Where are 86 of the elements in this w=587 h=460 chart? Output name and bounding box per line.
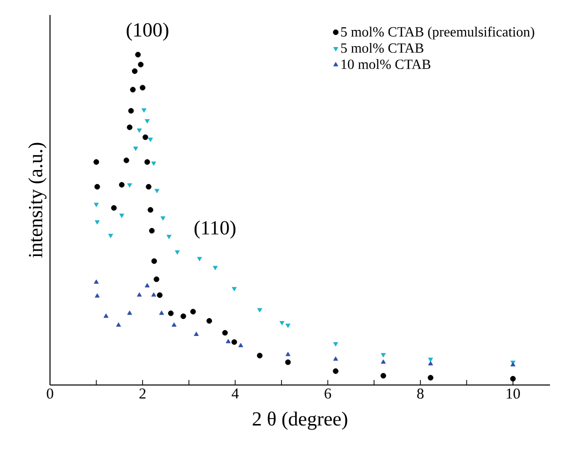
point	[126, 124, 132, 130]
point	[144, 159, 150, 165]
point	[94, 159, 100, 165]
point	[149, 228, 155, 234]
point	[151, 258, 157, 264]
point	[144, 283, 150, 288]
point	[166, 234, 172, 240]
point	[256, 352, 263, 358]
point	[148, 207, 154, 213]
point	[226, 338, 231, 344]
x-tick-label: 0	[46, 388, 54, 399]
point	[286, 352, 290, 356]
point	[130, 86, 136, 92]
point	[279, 321, 284, 326]
point	[151, 161, 156, 166]
point	[380, 372, 386, 379]
point	[180, 313, 186, 320]
point	[428, 374, 434, 381]
x-tick-label: 4	[232, 388, 239, 398]
y-axis-title: intensity (a.u.)	[28, 142, 46, 258]
point	[94, 279, 99, 284]
point	[148, 138, 153, 142]
point	[156, 292, 163, 298]
point	[154, 276, 160, 282]
point	[127, 183, 132, 188]
point	[197, 256, 202, 262]
legend-label: 5 mol% CTAB (preemulsification)	[341, 26, 534, 40]
point	[160, 216, 166, 221]
point	[104, 313, 108, 318]
point	[119, 214, 124, 218]
point	[286, 324, 290, 328]
x-tick-label: 10	[506, 388, 520, 399]
point	[212, 266, 218, 270]
point	[124, 158, 130, 164]
point	[108, 234, 114, 238]
point	[172, 322, 177, 327]
point	[133, 146, 138, 151]
point	[428, 358, 434, 362]
point	[94, 220, 100, 225]
point	[127, 310, 132, 315]
point	[333, 356, 338, 361]
point	[222, 330, 228, 336]
point	[136, 128, 142, 133]
point	[135, 52, 141, 58]
point	[144, 119, 150, 124]
point	[194, 332, 199, 336]
point	[232, 287, 237, 292]
x-axis-title: 2 θ (degree)	[252, 412, 348, 430]
annotation: (110)	[194, 220, 236, 239]
point	[174, 250, 180, 255]
point	[94, 202, 99, 208]
point	[257, 308, 262, 312]
point	[238, 342, 244, 348]
point	[333, 342, 338, 346]
point	[146, 184, 152, 190]
point	[142, 108, 146, 113]
point	[380, 353, 386, 358]
point	[94, 293, 100, 298]
point	[128, 108, 134, 114]
x-tick-label: 6	[324, 388, 332, 399]
point	[206, 318, 212, 324]
point	[94, 184, 100, 190]
point	[151, 292, 156, 297]
point	[118, 182, 125, 188]
point	[136, 292, 142, 297]
point	[510, 376, 516, 382]
x-tick-label: 8	[417, 388, 424, 399]
point	[132, 68, 138, 74]
point	[140, 84, 146, 90]
point	[159, 310, 164, 315]
legend-label: 10 mol% CTAB	[342, 59, 430, 70]
point	[190, 308, 196, 314]
point	[142, 134, 148, 140]
point	[154, 188, 160, 194]
point	[111, 205, 117, 211]
point	[231, 339, 238, 345]
point	[116, 322, 121, 327]
point	[428, 361, 434, 366]
point	[332, 368, 338, 374]
point	[285, 359, 291, 365]
point	[380, 359, 386, 364]
legend-label: 5 mol% CTAB	[341, 42, 424, 53]
x-tick-label: 2	[140, 388, 146, 398]
text: (100)	[126, 22, 168, 41]
point	[168, 310, 174, 316]
point	[138, 62, 144, 68]
